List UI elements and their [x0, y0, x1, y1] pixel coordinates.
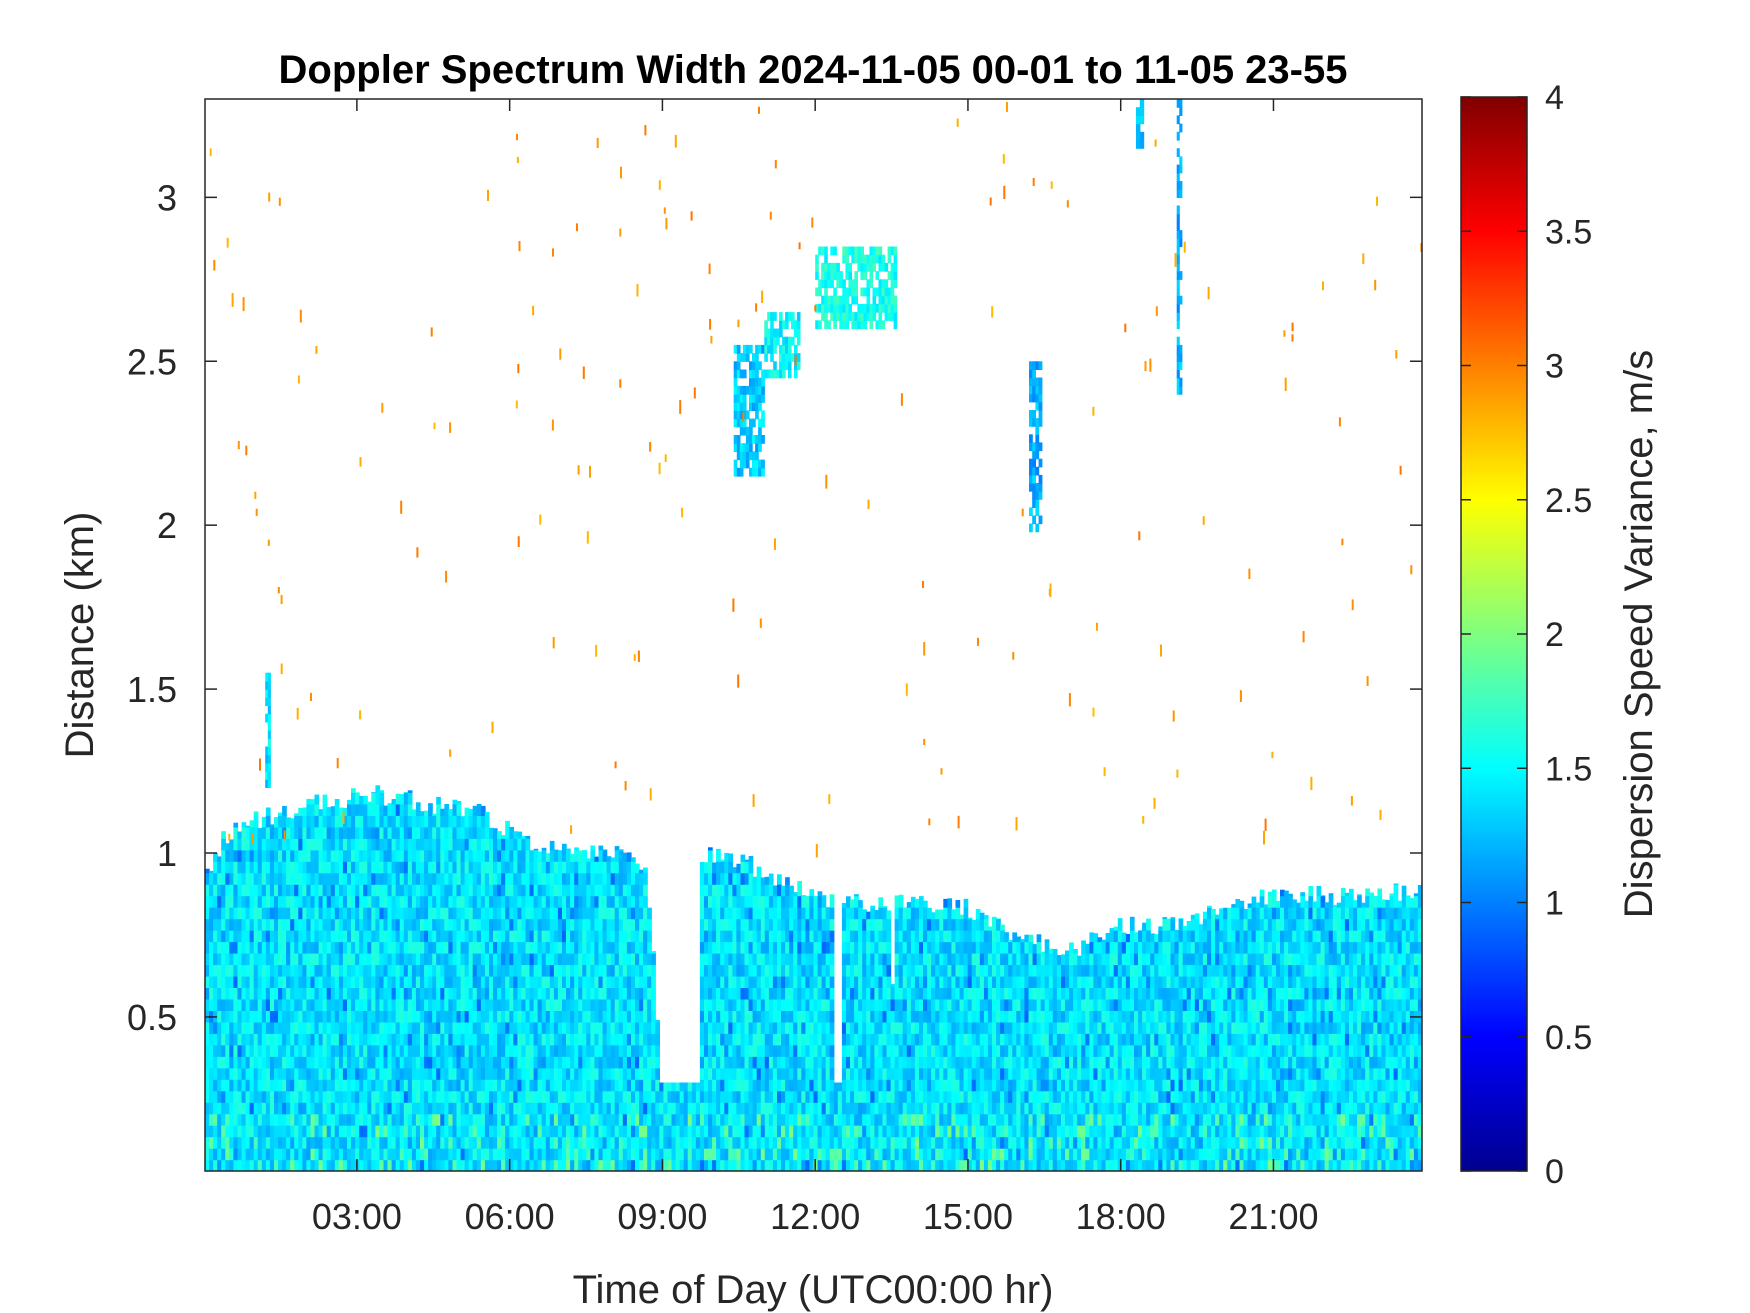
colorbar-tick-label: 1.5	[1545, 750, 1592, 788]
x-tick-label: 09:00	[617, 1196, 707, 1237]
chart-title: Doppler Spectrum Width 2024-11-05 00-01 …	[279, 48, 1348, 92]
x-tick-label: 12:00	[770, 1196, 860, 1237]
colorbar-tick-label: 1	[1545, 885, 1564, 923]
colorbar	[1460, 96, 1528, 1172]
x-tick-label: 06:00	[465, 1196, 555, 1237]
x-axis: 03:00 06:00 09:00 12:00 15:00 18:00 21:00	[312, 99, 1319, 1237]
y-axis-label: Distance (km)	[58, 512, 102, 759]
x-tick-label: 18:00	[1076, 1196, 1166, 1237]
colorbar-tick-label: 3.5	[1545, 213, 1592, 251]
x-tick-label: 03:00	[312, 1196, 402, 1237]
colorbar-ticks: 0 0.5 1 1.5 2 2.5 3 3.5 4	[1461, 79, 1592, 1191]
plot-frame	[204, 98, 1423, 1172]
y-tick-label: 1	[157, 833, 177, 874]
colorbar-tick-label: 2	[1545, 616, 1564, 654]
y-tick-label: 2.5	[127, 341, 177, 382]
colorbar-tick-label: 0.5	[1545, 1019, 1592, 1057]
y-tick-label: 3	[157, 177, 177, 218]
colorbar-tick-label: 2.5	[1545, 482, 1592, 520]
y-tick-label: 1.5	[127, 669, 177, 710]
y-tick-label: 2	[157, 505, 177, 546]
colorbar-label: Dispersion Speed Variance, m/s	[1617, 350, 1661, 918]
x-axis-label: Time of Day (UTC00:00 hr)	[573, 1268, 1054, 1312]
x-tick-label: 15:00	[923, 1196, 1013, 1237]
heatmap-layer	[205, 99, 1422, 1171]
y-axis: 0.5 1 1.5 2 2.5 3	[127, 177, 1422, 1038]
colorbar-tick-label: 0	[1545, 1153, 1564, 1191]
colorbar-tick-label: 4	[1545, 79, 1564, 117]
colorbar-tick-label: 3	[1545, 348, 1564, 386]
x-tick-label: 21:00	[1228, 1196, 1318, 1237]
y-tick-label: 0.5	[127, 997, 177, 1038]
